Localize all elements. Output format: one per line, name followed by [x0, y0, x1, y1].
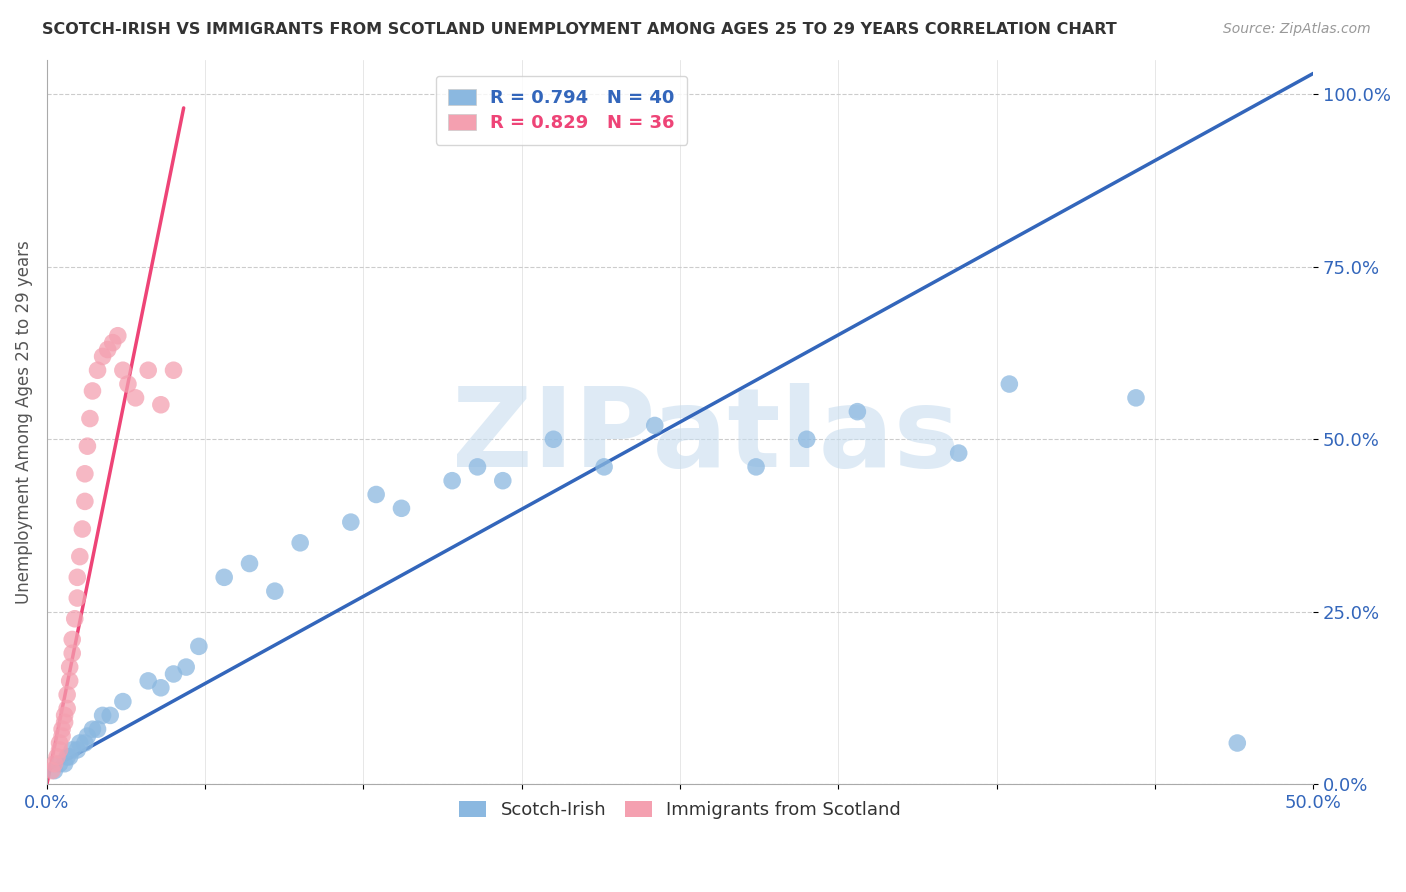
Point — [441, 474, 464, 488]
Point — [60, 646, 83, 660]
Point — [149, 681, 172, 695]
Point — [73, 494, 96, 508]
Point — [340, 515, 363, 529]
Point — [91, 350, 114, 364]
Point — [101, 335, 124, 350]
Point — [117, 377, 139, 392]
Point — [86, 363, 108, 377]
Point — [174, 660, 197, 674]
Point — [366, 487, 388, 501]
Point — [60, 743, 83, 757]
Point — [107, 328, 129, 343]
Point — [187, 640, 209, 654]
Text: SCOTCH-IRISH VS IMMIGRANTS FROM SCOTLAND UNEMPLOYMENT AMONG AGES 25 TO 29 YEARS : SCOTCH-IRISH VS IMMIGRANTS FROM SCOTLAND… — [42, 22, 1116, 37]
Point — [162, 363, 184, 377]
Point — [124, 391, 146, 405]
Y-axis label: Unemployment Among Ages 25 to 29 years: Unemployment Among Ages 25 to 29 years — [15, 240, 32, 604]
Point — [998, 377, 1021, 392]
Point — [66, 591, 89, 605]
Point — [111, 695, 134, 709]
Point — [796, 432, 818, 446]
Point — [467, 459, 489, 474]
Point — [136, 673, 159, 688]
Point — [56, 701, 79, 715]
Point — [212, 570, 235, 584]
Point — [56, 749, 79, 764]
Point — [44, 756, 66, 771]
Point — [48, 743, 70, 757]
Point — [97, 343, 120, 357]
Point — [745, 459, 768, 474]
Point — [53, 756, 76, 771]
Point — [41, 764, 63, 778]
Point — [72, 522, 94, 536]
Point — [91, 708, 114, 723]
Point — [46, 749, 69, 764]
Point — [111, 363, 134, 377]
Point — [53, 708, 76, 723]
Point — [846, 405, 869, 419]
Point — [44, 764, 66, 778]
Point — [136, 363, 159, 377]
Legend: Scotch-Irish, Immigrants from Scotland: Scotch-Irish, Immigrants from Scotland — [453, 793, 908, 826]
Point — [1125, 391, 1147, 405]
Point — [73, 467, 96, 481]
Point — [48, 756, 70, 771]
Point — [76, 439, 98, 453]
Point — [51, 722, 73, 736]
Point — [644, 418, 666, 433]
Point — [82, 384, 104, 398]
Text: Source: ZipAtlas.com: Source: ZipAtlas.com — [1223, 22, 1371, 37]
Point — [98, 708, 121, 723]
Point — [69, 736, 91, 750]
Point — [238, 557, 260, 571]
Point — [149, 398, 172, 412]
Point — [593, 459, 616, 474]
Point — [492, 474, 515, 488]
Point — [53, 715, 76, 730]
Point — [48, 736, 70, 750]
Point — [56, 688, 79, 702]
Point — [73, 736, 96, 750]
Point — [79, 411, 101, 425]
Point — [82, 722, 104, 736]
Point — [86, 722, 108, 736]
Point — [1226, 736, 1249, 750]
Text: ZIPatlas: ZIPatlas — [451, 383, 959, 490]
Point — [51, 729, 73, 743]
Point — [59, 660, 82, 674]
Point — [948, 446, 970, 460]
Point — [162, 667, 184, 681]
Point — [59, 749, 82, 764]
Point — [63, 612, 86, 626]
Point — [66, 570, 89, 584]
Point — [288, 536, 311, 550]
Point — [543, 432, 565, 446]
Point — [66, 743, 89, 757]
Point — [69, 549, 91, 564]
Point — [263, 584, 285, 599]
Point — [59, 673, 82, 688]
Point — [391, 501, 413, 516]
Point — [60, 632, 83, 647]
Point — [76, 729, 98, 743]
